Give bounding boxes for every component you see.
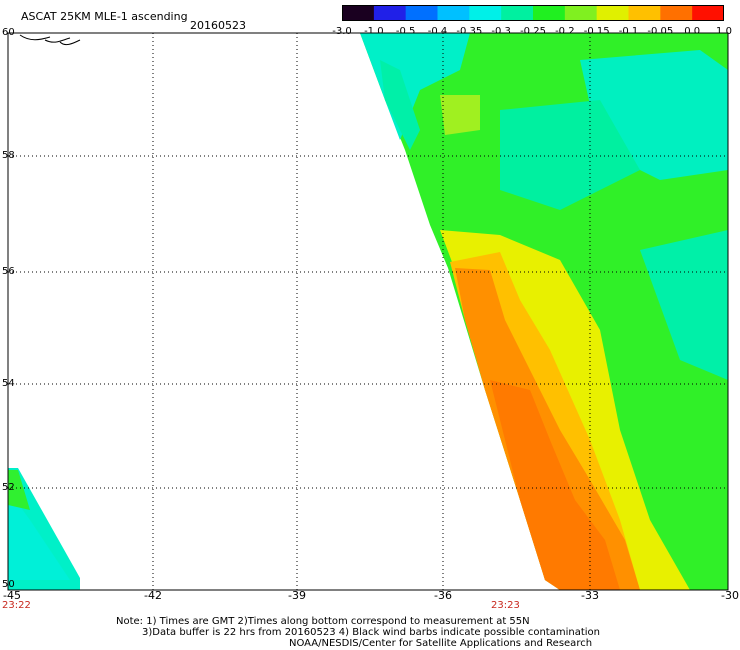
colorbar-tick-label: 0.0 (684, 26, 701, 37)
colorbar-swatch (660, 5, 693, 21)
lat-label-54: 54 (2, 378, 15, 389)
coastline (19, 34, 81, 46)
colorbar-swatch (628, 5, 661, 21)
colorbar-tick-label: -0.25 (520, 26, 546, 37)
colorbar-swatch (596, 5, 629, 21)
colorbar-tick-label: -0.4 (427, 26, 448, 37)
lat-label-60: 60 (2, 27, 15, 38)
lon-label-33: -33 (581, 589, 599, 602)
lon-label-30: -30 (721, 589, 739, 602)
footer-note-1: Note: 1) Times are GMT 2)Times along bot… (116, 616, 530, 627)
colorbar-tick-label: -0.15 (583, 26, 610, 37)
swath-aqua-west-strip (380, 60, 420, 150)
colorbar-swatch (469, 5, 502, 21)
colorbar-tick-label: -0.3 (491, 26, 511, 37)
scatterometer-swath (360, 33, 728, 590)
swath-cyan-top (360, 33, 470, 140)
colorbar-swatch (437, 5, 470, 21)
colorbar-tick-label: -0.5 (395, 26, 416, 37)
colorbar-swatch (373, 5, 407, 21)
colorbar-tick-label: -3.0 (332, 26, 352, 37)
colorbar-swatch (405, 5, 438, 21)
time-label-left: 23:22 (2, 600, 31, 611)
colorbar (342, 5, 724, 21)
lon-label-36: -36 (434, 589, 452, 602)
lat-label-52: 52 (2, 482, 15, 493)
colorbar-swatch (692, 5, 724, 21)
footer-note-3: NOAA/NESDIS/Center for Satellite Applica… (289, 638, 593, 649)
time-label-center: 23:23 (491, 600, 520, 611)
swath-aqua-east (640, 230, 728, 380)
map-date: 20160523 (190, 19, 246, 32)
colorbar-swatch (564, 5, 598, 21)
lat-label-58: 58 (2, 150, 15, 161)
colorbar-tick-label: -0.1 (618, 26, 639, 37)
colorbar-swatch (501, 5, 534, 21)
map-title: ASCAT 25KM MLE-1 ascending (21, 10, 188, 23)
colorbar-tick-label: -0.05 (647, 26, 674, 37)
colorbar-tick-label: -0.35 (456, 26, 483, 37)
lat-label-50: 50 (2, 579, 15, 590)
footer-note-2: 3)Data buffer is 22 hrs from 20160523 4)… (142, 627, 600, 638)
colorbar-tick-label: -0.2 (555, 26, 575, 37)
lon-label-42: -42 (144, 589, 162, 602)
colorbar-tick-label: 1.0 (716, 26, 732, 37)
lon-label-39: -39 (288, 589, 306, 602)
lat-label-56: 56 (2, 266, 15, 277)
lon-label-45: -45 (3, 589, 21, 602)
swath-dark-orange (490, 380, 620, 590)
map-frame (7, 32, 729, 591)
swath-aqua-mid (500, 100, 640, 210)
swath-orange-core (455, 268, 640, 590)
swath-lime-patch (440, 95, 480, 135)
colorbar-swatch (533, 5, 566, 21)
sw-corner-swath (8, 468, 80, 590)
colorbar-tick-label: -1.0 (364, 26, 384, 37)
